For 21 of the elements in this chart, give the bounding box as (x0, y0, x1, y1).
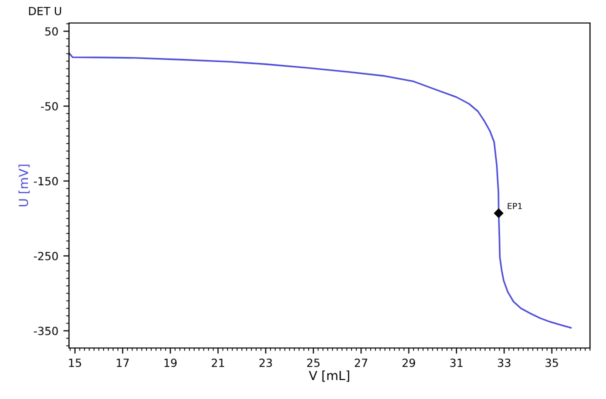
x-tick-label: 35 (546, 358, 558, 368)
y-tick-label: -250 (34, 252, 58, 260)
x-tick-label: 15 (69, 358, 82, 368)
y-axis-title: U [mV] (18, 164, 30, 206)
x-tick-label: 25 (307, 358, 320, 368)
x-tick-label: 17 (116, 358, 129, 367)
x-tick-label: 33 (498, 358, 510, 368)
x-tick-label: 31 (450, 358, 463, 368)
y-tick-label: 50 (45, 27, 58, 36)
x-tick-label: 21 (212, 358, 224, 367)
y-tick-label: -150 (34, 176, 58, 186)
x-tick-label: 19 (164, 358, 177, 368)
chart-title: DET U (29, 6, 62, 16)
x-tick-label: 29 (402, 358, 416, 368)
x-axis-title: V [mL] (308, 370, 350, 382)
y-tick-label: -50 (40, 102, 58, 110)
annotation: EP1 (508, 202, 522, 210)
x-tick-label: 27 (354, 358, 368, 367)
x-tick-label: 23 (259, 358, 272, 368)
line-series (69, 52, 572, 329)
y-tick-label: -350 (34, 326, 58, 336)
